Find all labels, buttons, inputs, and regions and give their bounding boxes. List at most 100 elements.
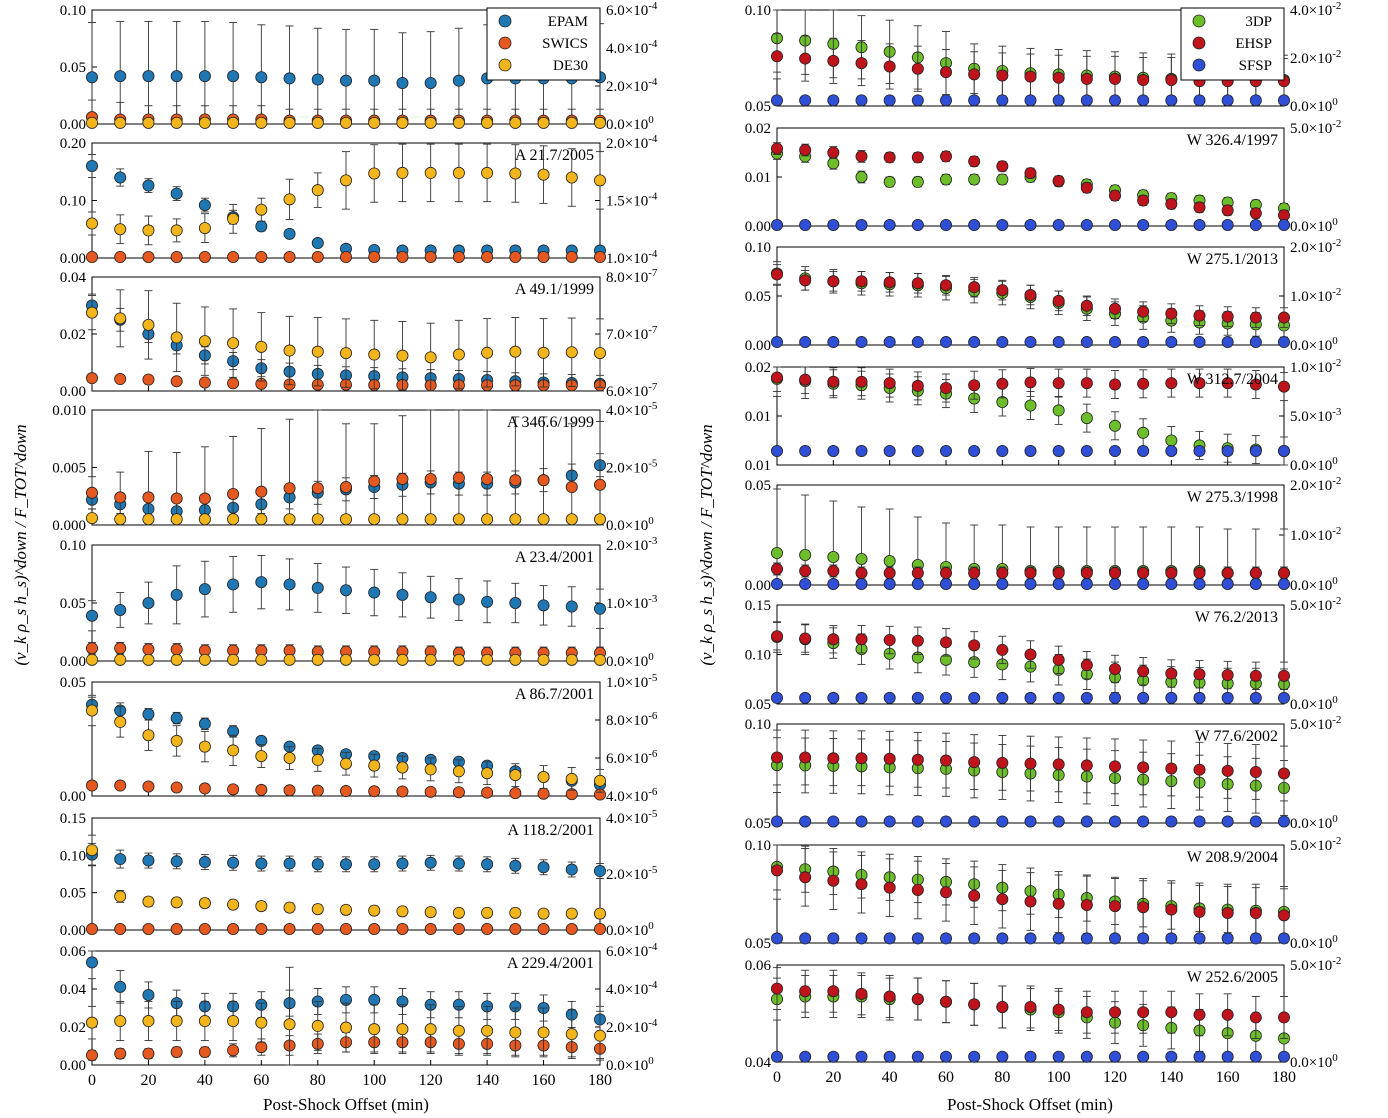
data-point — [1109, 578, 1122, 591]
y-tick-label: 0.10 — [60, 538, 86, 554]
data-point — [799, 1050, 812, 1063]
legend-label: EHSP — [1235, 36, 1272, 52]
panel-4: 0.000 0.005 0.010 0.0×100 2.0×10-5 4.0×10-5 A … — [52, 400, 658, 534]
data-point — [86, 306, 99, 319]
y2-tick-label: 1.0×10-2 — [1290, 525, 1341, 544]
data-point — [1249, 207, 1262, 220]
y-tick-label: 0.00 — [60, 117, 86, 133]
data-point — [170, 492, 183, 505]
x-tick-label: 120 — [419, 1072, 443, 1089]
data-point — [311, 513, 324, 526]
data-point — [1165, 218, 1178, 231]
y2-tick-label: 1.0×10-4 — [606, 248, 658, 267]
data-point — [968, 336, 981, 349]
data-point — [1221, 1050, 1234, 1063]
data-point — [283, 578, 296, 591]
data-point — [227, 744, 240, 757]
series-sfsp — [771, 444, 1291, 457]
data-point — [940, 691, 953, 704]
data-point — [142, 70, 155, 83]
panel-11: 0.00 0.05 0.10 0.0×100 1.0×10-2 2.0×10-2 W 275… — [745, 237, 1342, 354]
data-point — [452, 250, 465, 263]
data-point — [883, 60, 896, 73]
data-point — [396, 588, 409, 601]
data-point — [968, 691, 981, 704]
data-point — [198, 1015, 211, 1028]
data-point — [940, 578, 953, 591]
x-tick-label: 180 — [588, 1072, 612, 1089]
y2-tick-label: 0.0×100 — [1290, 96, 1338, 115]
data-point — [883, 218, 896, 231]
data-point — [565, 653, 578, 666]
data-point — [424, 653, 437, 666]
data-point — [170, 896, 183, 909]
data-point — [799, 691, 812, 704]
series-swics — [86, 779, 607, 801]
y2-tick-label: 0.0×100 — [606, 651, 654, 670]
data-point — [1249, 765, 1262, 778]
data-point — [396, 472, 409, 485]
data-point — [996, 160, 1009, 173]
data-point — [1221, 444, 1234, 457]
data-point — [1109, 419, 1122, 432]
data-point — [883, 752, 896, 765]
data-point — [537, 653, 550, 666]
data-point — [114, 171, 127, 184]
panel-title: W 77.6/2002 — [1195, 728, 1278, 745]
data-point — [424, 351, 437, 364]
data-point — [368, 858, 381, 871]
data-point — [1080, 691, 1093, 704]
data-point — [255, 513, 268, 526]
data-point — [1024, 895, 1037, 908]
data-point — [855, 375, 868, 388]
panel-title: A 229.4/2001 — [507, 955, 594, 972]
data-point — [142, 854, 155, 867]
data-point — [86, 653, 99, 666]
data-point — [424, 166, 437, 179]
data-point — [86, 956, 99, 969]
series-epam — [86, 554, 607, 632]
legend-marker — [498, 58, 512, 72]
data-point — [227, 70, 240, 83]
data-point — [198, 513, 211, 526]
data-point — [368, 348, 381, 361]
data-point — [996, 69, 1009, 82]
data-point — [883, 377, 896, 390]
y2-tick-label: 8.0×10-6 — [606, 710, 658, 729]
data-point — [799, 373, 812, 386]
data-point — [537, 787, 550, 800]
data-point — [509, 474, 522, 487]
data-point — [940, 995, 953, 1008]
data-point — [799, 444, 812, 457]
data-point — [911, 175, 924, 188]
data-point — [1221, 764, 1234, 777]
x-tick-label: 20 — [825, 1069, 841, 1086]
data-point — [255, 750, 268, 763]
data-point — [170, 250, 183, 263]
data-point — [311, 753, 324, 766]
data-point — [911, 336, 924, 349]
data-point — [227, 377, 240, 390]
data-point — [1109, 662, 1122, 675]
data-point — [911, 567, 924, 580]
x-tick-label: 60 — [253, 1072, 269, 1089]
y2-tick-label: 4.0×10-5 — [606, 400, 658, 419]
data-point — [170, 734, 183, 747]
data-point — [911, 634, 924, 647]
x-tick-label: 140 — [475, 1072, 499, 1089]
data-point — [771, 578, 784, 591]
data-point — [883, 175, 896, 188]
data-point — [1052, 404, 1065, 417]
data-point — [771, 371, 784, 384]
data-point — [940, 150, 953, 163]
data-point — [170, 781, 183, 794]
data-point — [452, 593, 465, 606]
data-point — [509, 906, 522, 919]
data-point — [255, 250, 268, 263]
data-point — [537, 923, 550, 936]
series-de30 — [86, 512, 607, 526]
data-point — [827, 565, 840, 578]
y-tick-label: 0.00 — [60, 384, 86, 400]
data-point — [1278, 1050, 1291, 1063]
series-ehsp — [771, 366, 1291, 403]
